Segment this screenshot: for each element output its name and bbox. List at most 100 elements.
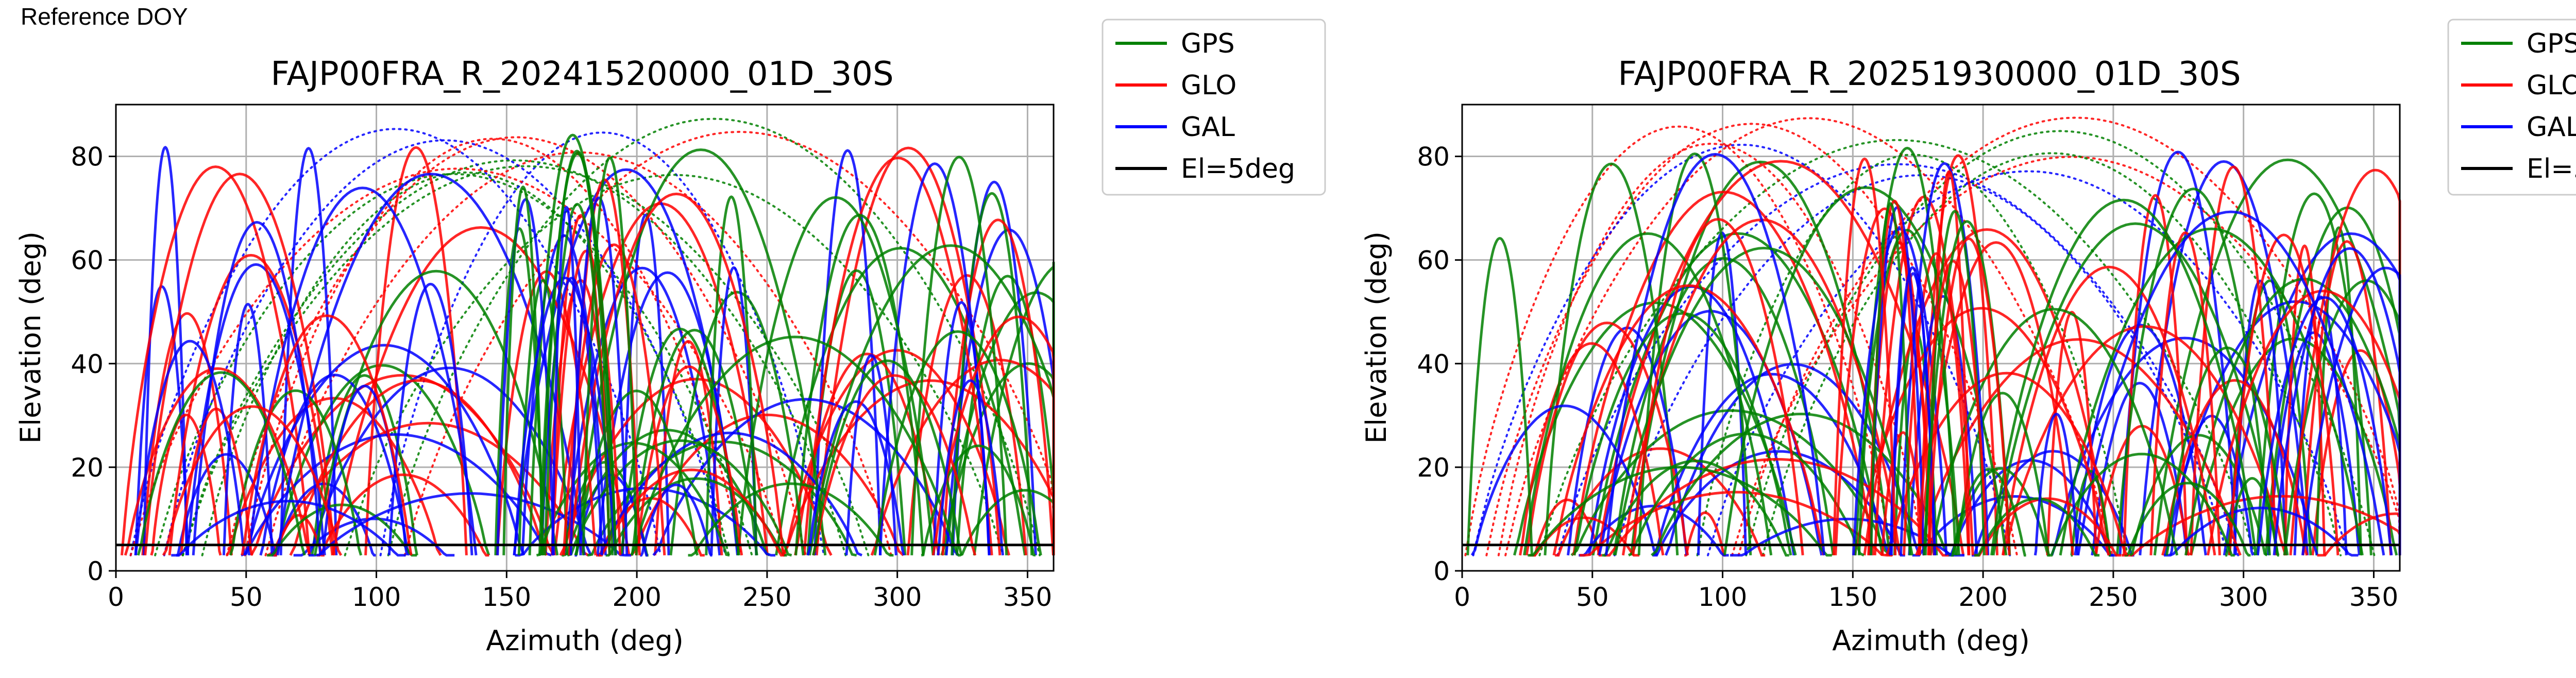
x-ticks: 0 50 100 150 200 250 300 350 bbox=[108, 571, 1052, 612]
gal-track bbox=[1652, 372, 1891, 556]
glo-track bbox=[1572, 191, 1875, 556]
glo-track bbox=[1737, 116, 2401, 556]
chart-panel-left: FAJP00FRA_R_20241520000_01D_30S 0 50 100 15… bbox=[14, 19, 1326, 657]
gal-track bbox=[551, 206, 582, 555]
gps-track bbox=[1924, 210, 1986, 555]
y-tick-label: 80 bbox=[1417, 142, 1450, 172]
gps-track bbox=[1602, 460, 1789, 557]
gal-track bbox=[2293, 295, 2348, 555]
glo-track bbox=[1519, 342, 1665, 556]
glo-track bbox=[1832, 157, 1897, 555]
satellite-tracks bbox=[121, 117, 1055, 557]
x-tick-label: 350 bbox=[1003, 582, 1052, 612]
x-ticks: 0 50 100 150 200 250 300 350 bbox=[1454, 571, 2398, 612]
y-tick-label: 20 bbox=[71, 453, 104, 483]
gps-track bbox=[1630, 160, 1891, 556]
glo-track bbox=[598, 468, 785, 557]
glo-track bbox=[121, 165, 311, 556]
y-tick-label: 40 bbox=[1417, 349, 1450, 379]
gps-track bbox=[137, 371, 306, 556]
glo-track bbox=[1555, 447, 1766, 557]
y-axis-label: Elevation (deg) bbox=[14, 231, 47, 444]
x-tick-label: 250 bbox=[2089, 582, 2138, 612]
glo-track bbox=[1532, 498, 1602, 557]
gps-track bbox=[574, 389, 699, 556]
glo-track bbox=[226, 397, 442, 556]
gps-track bbox=[2059, 227, 2364, 556]
gal-track bbox=[2074, 324, 2207, 556]
x-tick-label: 150 bbox=[482, 582, 531, 612]
glo-track bbox=[1580, 490, 1892, 557]
gps-track bbox=[775, 247, 1026, 556]
gps-track bbox=[1637, 152, 1752, 555]
glo-track bbox=[403, 130, 1055, 556]
gps-track bbox=[1614, 246, 1914, 556]
legend-label-glo: GLO bbox=[1181, 70, 1236, 101]
legend-label-gps: GPS bbox=[2527, 28, 2576, 59]
gal-track bbox=[192, 221, 322, 555]
x-axis-label: Azimuth (deg) bbox=[486, 624, 684, 657]
x-tick-label: 100 bbox=[1698, 582, 1747, 612]
glo-track bbox=[1632, 218, 1804, 556]
glo-track bbox=[1903, 252, 1970, 555]
glo-track bbox=[941, 218, 1055, 555]
x-tick-label: 150 bbox=[1828, 582, 1877, 612]
y-tick-label: 60 bbox=[71, 246, 104, 276]
glo-track bbox=[289, 379, 548, 556]
gps-track bbox=[1523, 232, 1773, 556]
legend-frame bbox=[2447, 19, 2576, 196]
gal-track bbox=[163, 139, 726, 556]
glo-track bbox=[1927, 237, 2011, 555]
gal-track bbox=[2266, 331, 2361, 556]
y-tick-label: 0 bbox=[87, 556, 104, 586]
gal-track bbox=[640, 483, 713, 557]
gal-track bbox=[878, 162, 991, 555]
gps-track bbox=[1466, 236, 1533, 555]
gal-track bbox=[569, 196, 629, 555]
gal-track bbox=[2077, 210, 2385, 556]
x-tick-label: 100 bbox=[352, 582, 401, 612]
gal-track bbox=[1707, 170, 2349, 556]
glo-track bbox=[144, 173, 336, 556]
x-tick-label: 50 bbox=[1576, 582, 1609, 612]
gps-track bbox=[229, 389, 363, 556]
glo-track bbox=[794, 352, 940, 556]
glo-track bbox=[1552, 284, 1825, 556]
x-axis-label: Azimuth (deg) bbox=[1832, 624, 2030, 657]
gal-track bbox=[2119, 150, 2238, 555]
glo-track bbox=[1974, 497, 2122, 557]
glo-track bbox=[2123, 194, 2189, 555]
y-tick-label: 20 bbox=[1417, 453, 1450, 483]
glo-track bbox=[162, 405, 343, 556]
gps-track bbox=[921, 444, 1036, 557]
x-tick-label: 50 bbox=[230, 582, 263, 612]
legend-label-gps: GPS bbox=[1181, 28, 1235, 59]
y-tick-label: 40 bbox=[71, 349, 104, 379]
gps-track bbox=[1745, 130, 2376, 556]
glo-track bbox=[630, 413, 905, 556]
gal-track bbox=[1852, 228, 1948, 555]
glo-track bbox=[364, 146, 468, 555]
glo-track bbox=[783, 349, 1010, 556]
gal-track bbox=[2164, 506, 2359, 557]
gps-track bbox=[575, 148, 827, 556]
gps-track bbox=[669, 291, 805, 556]
glo-track bbox=[1684, 511, 1726, 557]
y-tick-label: 80 bbox=[71, 142, 104, 172]
x-tick-label: 250 bbox=[742, 582, 791, 612]
glo-track bbox=[906, 274, 1028, 556]
gps-track bbox=[344, 174, 1005, 556]
glo-track bbox=[803, 156, 993, 556]
glo-track bbox=[150, 413, 222, 556]
gps-track bbox=[910, 156, 1008, 555]
legend-frame bbox=[1101, 19, 1326, 196]
gal-track bbox=[652, 398, 959, 556]
legend: GPS GLO GAL El=5deg bbox=[1101, 19, 1326, 196]
gps-track bbox=[1544, 162, 1679, 555]
gps-track bbox=[1573, 312, 1792, 556]
gal-track bbox=[247, 187, 478, 556]
y-tick-label: 0 bbox=[1433, 556, 1450, 586]
y-axis-label: Elevation (deg) bbox=[1360, 231, 1393, 444]
glo-track bbox=[2228, 233, 2340, 555]
glo-track bbox=[2149, 231, 2221, 555]
